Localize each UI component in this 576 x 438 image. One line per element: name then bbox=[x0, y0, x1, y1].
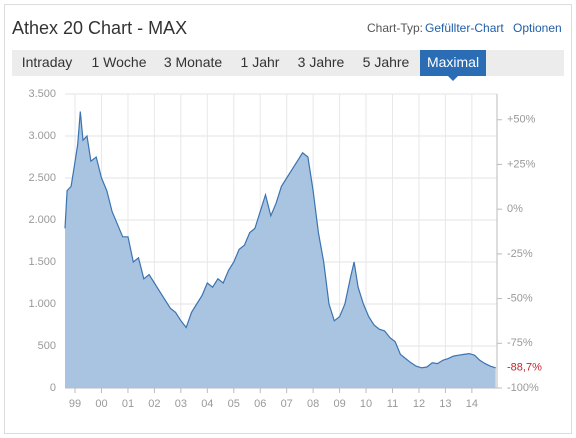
tab[interactable]: Maximal bbox=[427, 54, 479, 70]
y-tick-label: 1.500 bbox=[28, 256, 56, 268]
x-tick-label: 10 bbox=[360, 398, 372, 410]
y2-tick-label: -75% bbox=[507, 337, 533, 349]
tab[interactable]: 1 Woche bbox=[92, 54, 147, 70]
x-tick-label: 02 bbox=[148, 398, 160, 410]
active-tab-pointer bbox=[448, 76, 458, 81]
x-tick-label: 99 bbox=[69, 398, 81, 410]
x-tick-label: 12 bbox=[413, 398, 425, 410]
tab[interactable]: 1 Jahr bbox=[241, 54, 280, 70]
y-tick-label: 500 bbox=[38, 340, 56, 352]
options-link[interactable]: Optionen bbox=[513, 21, 562, 35]
chart-type-link[interactable]: Gefüllter-Chart bbox=[425, 21, 504, 35]
y2-tick-label: -100% bbox=[507, 382, 539, 394]
y2-tick-label: -50% bbox=[507, 292, 533, 304]
x-tick-label: 11 bbox=[387, 398, 398, 410]
tab[interactable]: 3 Jahre bbox=[298, 54, 345, 70]
x-tick-label: 13 bbox=[439, 398, 451, 410]
x-tick-label: 06 bbox=[254, 398, 266, 410]
line bbox=[64, 111, 496, 369]
chart-type-label: Chart-Typ: bbox=[367, 21, 423, 35]
x-tick-label: 01 bbox=[122, 398, 134, 410]
x-tick-label: 05 bbox=[228, 398, 240, 410]
y-tick-label: 1.000 bbox=[28, 298, 56, 310]
x-tick-label: 08 bbox=[307, 398, 319, 410]
active-tab bbox=[420, 50, 486, 76]
y2-tick-label: -25% bbox=[507, 248, 533, 260]
tab[interactable]: Intraday bbox=[22, 54, 73, 70]
y-tick-label: 3.000 bbox=[28, 130, 56, 142]
y-tick-label: 0 bbox=[50, 382, 56, 394]
x-tick-label: 07 bbox=[281, 398, 293, 410]
area bbox=[65, 111, 496, 388]
y2-tick-label: 0% bbox=[507, 203, 523, 215]
x-tick-label: 04 bbox=[201, 398, 213, 410]
tab[interactable]: 5 Jahre bbox=[363, 54, 410, 70]
y2-tick-label: +50% bbox=[507, 114, 536, 126]
last-value-label: -88,7% bbox=[507, 362, 542, 374]
x-tick-label: 00 bbox=[95, 398, 107, 410]
y-tick-label: 3.500 bbox=[28, 88, 56, 100]
y-tick-label: 2.500 bbox=[28, 172, 56, 184]
tab[interactable]: 3 Monate bbox=[164, 54, 223, 70]
x-tick-label: 14 bbox=[466, 398, 478, 410]
y2-tick-label: +25% bbox=[507, 158, 536, 170]
title: Athex 20 Chart - MAX bbox=[12, 18, 187, 38]
y-tick-label: 2.000 bbox=[28, 214, 56, 226]
x-tick-label: 09 bbox=[333, 398, 345, 410]
x-tick-label: 03 bbox=[175, 398, 187, 410]
